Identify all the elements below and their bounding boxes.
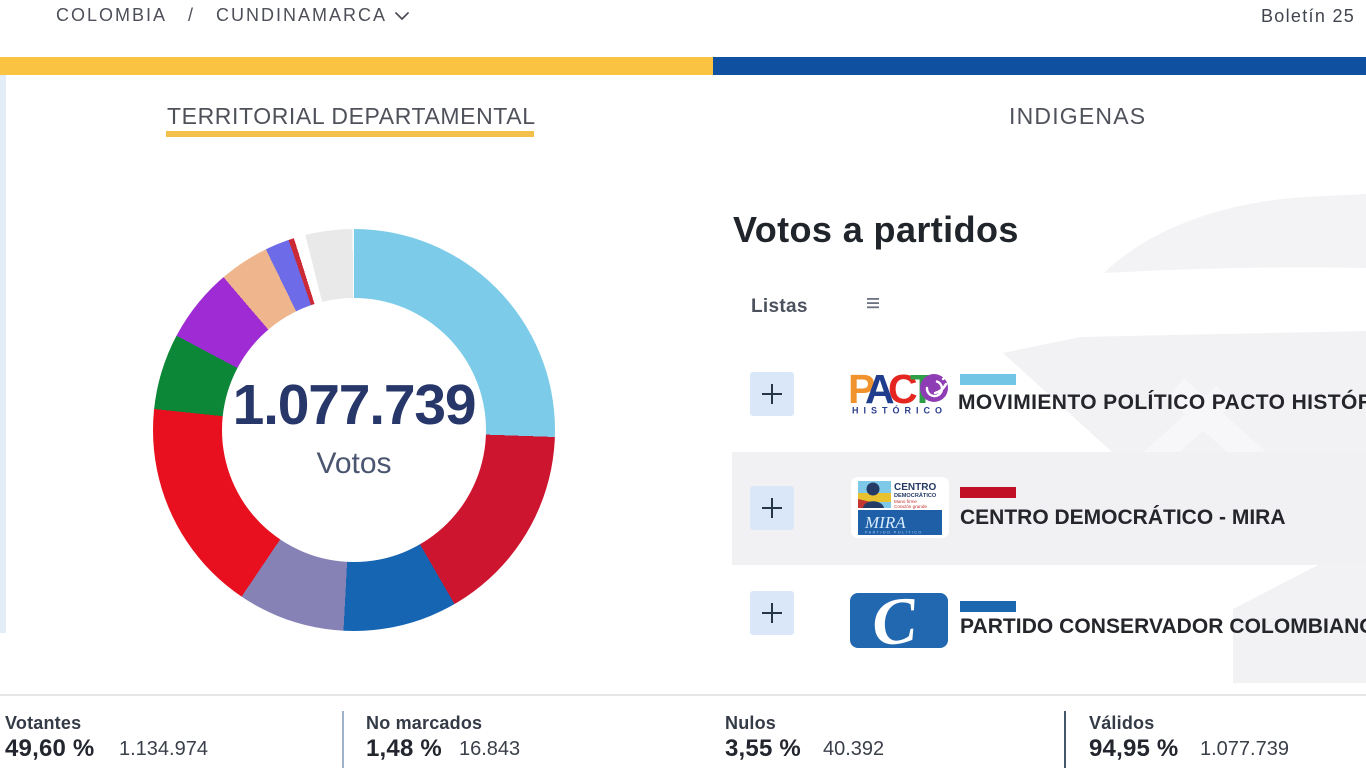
svg-text:Mano firme: Mano firme	[894, 499, 917, 504]
svg-text:MIRA: MIRA	[864, 513, 906, 532]
svg-text:HISTÓRICO: HISTÓRICO	[852, 405, 942, 416]
svg-text:A: A	[865, 372, 895, 412]
svg-text:DEMOCRÁTICO: DEMOCRÁTICO	[894, 492, 937, 499]
svg-text:C: C	[888, 372, 918, 412]
svg-text:Corazón grande: Corazón grande	[894, 504, 927, 509]
svg-text:CENTRO: CENTRO	[894, 482, 936, 493]
svg-text:P: P	[850, 372, 875, 412]
svg-text:C: C	[868, 593, 920, 648]
svg-text:PARTIDO POLÍTICO: PARTIDO POLÍTICO	[865, 531, 923, 535]
